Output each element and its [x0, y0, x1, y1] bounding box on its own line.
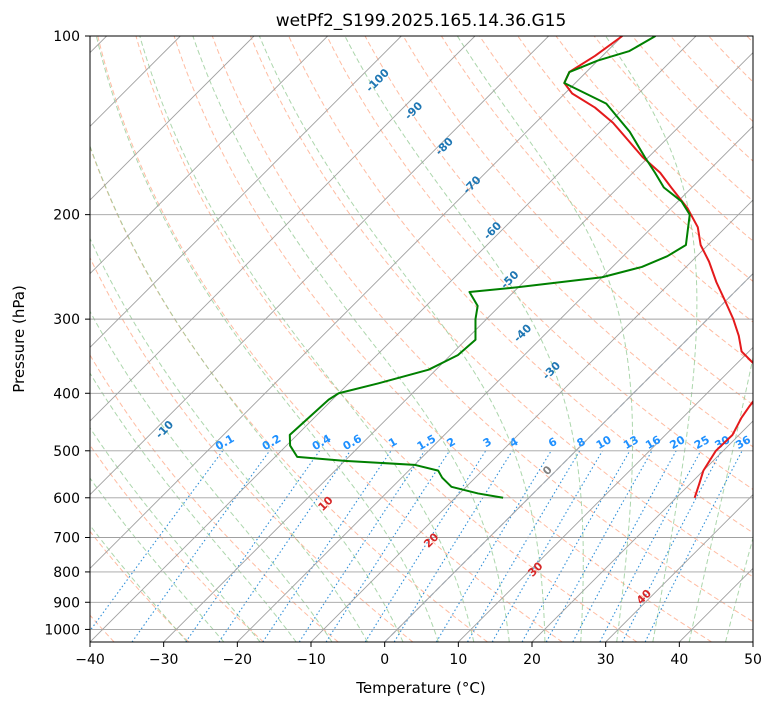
y-tick-label: 700 — [53, 531, 80, 547]
chart-title: wetPf2_S199.2025.165.14.36.G15 — [276, 11, 567, 31]
y-tick-label: 900 — [53, 595, 80, 611]
moist-adiabat — [90, 427, 261, 642]
moist-adiabat — [90, 524, 188, 642]
moist-adiabat — [192, 36, 510, 642]
isotherm — [605, 494, 753, 642]
x-tick-label: 0 — [380, 652, 389, 668]
y-axis: 100 200 300 400 500 600 700 800 900 1000 — [44, 29, 90, 638]
y-tick-label: 200 — [53, 208, 80, 224]
dry-adiabat — [211, 36, 753, 623]
x-tick-label: −30 — [149, 652, 179, 668]
dry-adiabat — [90, 354, 339, 642]
mixing-ratio-line — [185, 450, 321, 642]
plot-frame — [89, 35, 754, 643]
y-tick-label: 600 — [53, 491, 80, 507]
dry-adiabat — [90, 530, 190, 642]
plot-area: -100-90-80-70-60-50-40-30-20-1000.10.20.… — [90, 36, 753, 642]
dry-adiabat — [326, 36, 753, 491]
moist-adiabat — [90, 477, 225, 642]
freezing-line — [384, 272, 753, 642]
dry-adiabat — [402, 36, 753, 406]
isotherm — [90, 36, 623, 569]
mixing-ratio-line — [572, 450, 677, 642]
mixing-ratio-line — [435, 450, 552, 642]
series-group — [288, 36, 753, 499]
isotherm — [163, 52, 753, 642]
y-tick-label: 500 — [53, 444, 80, 460]
isotherm — [310, 199, 753, 642]
x-axis: −40 −30 −20 −10 0 10 20 30 40 50 — [75, 642, 762, 668]
moist-adiabat — [90, 144, 404, 642]
dry-adiabat — [479, 36, 753, 323]
x-tick-label: 30 — [597, 652, 615, 668]
dry-adiabat — [593, 36, 753, 202]
isotherm — [237, 125, 753, 642]
moist-adiabat — [605, 36, 698, 642]
dry-adiabat — [288, 36, 753, 534]
dry-adiabat — [364, 36, 753, 448]
moist-adiabat — [90, 310, 333, 642]
x-axis-label: Temperature (°C) — [355, 679, 485, 697]
mixing-ratio-line — [491, 450, 603, 642]
temperature-profile — [563, 36, 753, 499]
x-tick-label: 40 — [670, 652, 688, 668]
mixing-ratio-lines — [90, 450, 743, 642]
dry-adiabat — [517, 36, 753, 282]
x-tick-label: 20 — [523, 652, 541, 668]
y-tick-label: 100 — [53, 29, 80, 45]
mixing-ratio-line — [364, 450, 487, 642]
mixing-ratio-line — [218, 450, 351, 642]
y-tick-label: 300 — [53, 312, 80, 328]
dry-adiabat — [97, 36, 563, 642]
isotherm — [458, 346, 753, 642]
mixing-ratio-line — [325, 450, 451, 642]
isotherm — [90, 36, 697, 642]
moist-adiabat — [95, 36, 439, 642]
dewpoint-profile — [288, 36, 691, 499]
isotherm — [531, 420, 753, 642]
mixing-ratio-line — [131, 450, 271, 642]
moist-adiabats — [90, 36, 753, 642]
x-tick-label: 50 — [744, 652, 762, 668]
moist-adiabat — [258, 36, 546, 642]
moist-adiabat — [90, 372, 297, 642]
dry-adiabat — [135, 36, 638, 642]
pressure-gridlines — [90, 36, 753, 630]
isotherm — [90, 36, 402, 348]
y-axis-label: Pressure (hPa) — [10, 285, 28, 393]
y-tick-label: 400 — [53, 386, 80, 402]
moist-adiabat — [344, 36, 584, 642]
y-tick-label: 1000 — [44, 622, 80, 638]
x-tick-label: −10 — [296, 652, 326, 668]
mixing-ratio-line — [393, 450, 513, 642]
dry-adiabat — [173, 36, 712, 642]
moist-adiabat — [456, 36, 634, 642]
isotherm — [90, 36, 255, 201]
isotherm — [90, 36, 549, 496]
x-tick-label: −40 — [75, 652, 105, 668]
mixing-ratio-line — [521, 450, 631, 642]
x-tick-label: −20 — [223, 652, 253, 668]
moist-adiabat — [139, 36, 475, 642]
isotherm — [90, 36, 328, 275]
moist-adiabat — [90, 237, 369, 642]
moist-adiabat — [725, 536, 753, 642]
isotherm — [90, 36, 476, 422]
x-tick-label: 10 — [449, 652, 467, 668]
mixing-ratio-line — [467, 450, 581, 642]
freezing-isotherm — [384, 272, 753, 642]
y-tick-label: 800 — [53, 565, 80, 581]
